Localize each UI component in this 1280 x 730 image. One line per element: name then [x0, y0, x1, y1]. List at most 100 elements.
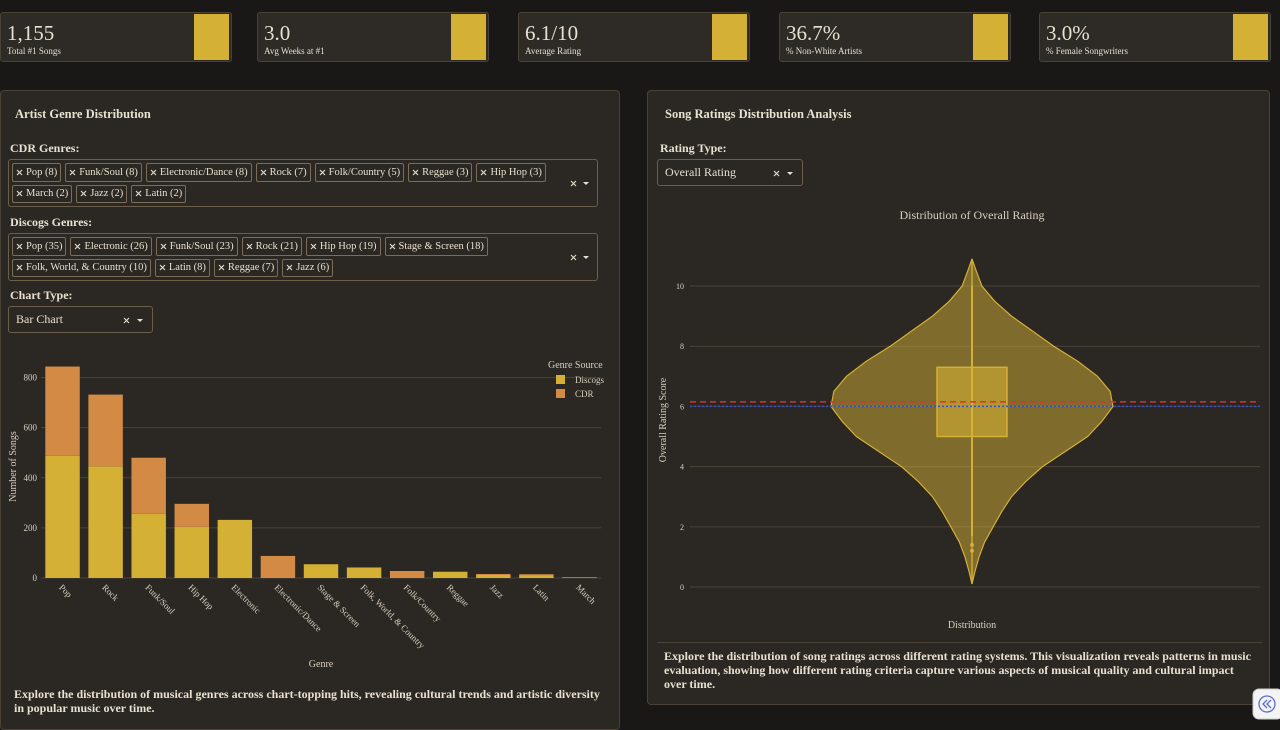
chart-title: Distribution of Overall Rating	[900, 208, 1045, 222]
description: Explore the distribution of song ratings…	[664, 649, 1251, 691]
caret-icon[interactable]	[136, 317, 144, 324]
clear-icon[interactable]	[260, 169, 267, 176]
legend-swatch	[556, 375, 565, 384]
tag: Stage & Screen (18)	[384, 237, 488, 256]
tag: Rock (21)	[241, 237, 302, 256]
clear-icon[interactable]	[570, 180, 577, 187]
clear-icon[interactable]	[135, 190, 142, 197]
legend-swatch	[556, 389, 565, 398]
divider	[657, 642, 1262, 643]
clear-icon[interactable]	[16, 169, 23, 176]
y-tick-label: 200	[24, 523, 38, 533]
violin-chart: Distribution of Overall Rating 0 2 4 6 8 10 Dis…	[658, 208, 1260, 631]
collapse-button[interactable]	[1252, 688, 1280, 720]
clear-icon[interactable]	[159, 264, 166, 271]
clear-icon[interactable]	[74, 243, 81, 250]
bar	[45, 455, 80, 578]
kpi-accent	[1233, 14, 1268, 60]
clear-icon[interactable]	[389, 243, 396, 250]
clear-icon[interactable]	[160, 243, 167, 250]
multi-select[interactable]: Pop (8) Funk/Soul (8) Electronic/Dance (8)…	[8, 159, 598, 207]
clear-icon[interactable]	[150, 169, 157, 176]
bar	[389, 570, 425, 578]
panel-title: Artist Genre Distribution	[15, 107, 151, 121]
bar	[45, 366, 80, 456]
legend-label: CDR	[575, 389, 594, 399]
tag: Folk/Country (5)	[314, 163, 405, 182]
x-tick-label: March	[574, 582, 598, 606]
legend-title: Genre Source	[548, 360, 603, 371]
field-label: Rating Type:	[660, 141, 727, 155]
tag-text: Pop (8)	[26, 166, 58, 178]
outlier	[970, 548, 974, 553]
x-tick-label: Stage & Screen	[316, 582, 363, 629]
y-tick-label: 4	[680, 463, 684, 472]
bar	[88, 466, 123, 578]
violin-half	[830, 258, 973, 585]
bar	[131, 457, 166, 514]
clear-icon[interactable]	[286, 264, 293, 271]
clear-icon[interactable]	[16, 190, 23, 197]
tag: Jazz (6)	[282, 258, 334, 277]
dropdown[interactable]: Overall Rating	[657, 159, 803, 186]
tag: Pop (8)	[12, 163, 62, 182]
bar	[88, 394, 123, 467]
kpi-label: Total #1 Songs	[7, 46, 61, 56]
caret-icon[interactable]	[582, 180, 590, 187]
caret-icon[interactable]	[786, 170, 794, 177]
multi-select[interactable]: Pop (35) Electronic (26) Funk/Soul (23) Roc…	[8, 233, 598, 281]
tag-text: Funk/Soul (8)	[79, 166, 138, 178]
violin-half	[971, 258, 1114, 585]
clear-icon[interactable]	[80, 190, 87, 197]
clear-icon[interactable]	[319, 169, 326, 176]
legend-label: Discogs	[575, 375, 604, 385]
x-axis-label: Distribution	[948, 620, 996, 631]
tag-text: Reggae (7)	[227, 262, 275, 274]
bar	[303, 564, 339, 578]
x-tick-label: Folk/Country	[402, 582, 444, 624]
clear-icon[interactable]	[69, 169, 76, 176]
bar	[519, 575, 554, 578]
tag-text: March (2)	[26, 188, 69, 200]
tag-text: Jazz (2)	[90, 188, 124, 200]
caret-icon[interactable]	[582, 254, 590, 261]
x-tick-label: Latin	[531, 582, 552, 603]
x-tick-label: Jazz	[488, 582, 506, 600]
clear-icon[interactable]	[218, 264, 225, 271]
clear-icon[interactable]	[310, 243, 317, 250]
bar	[433, 571, 468, 578]
dropdown[interactable]: Bar Chart	[8, 306, 153, 333]
clear-icon[interactable]	[480, 169, 487, 176]
tag: Hip Hop (19)	[305, 237, 381, 256]
clear-icon[interactable]	[16, 264, 23, 271]
kpi-card: 1,155 Total #1 Songs	[0, 12, 232, 62]
tag: Funk/Soul (8)	[65, 163, 142, 182]
kpi-value: 3.0%	[1046, 21, 1090, 45]
x-tick-label: Electronic/Dance	[273, 582, 324, 633]
kpi-card: 6.1/10 Average Rating	[518, 12, 750, 62]
tag-text: Reggae (3)	[422, 166, 469, 178]
tag: March (2)	[12, 184, 73, 203]
y-axis-label: Overall Rating Score	[658, 377, 669, 462]
x-tick-label: Funk/Soul	[143, 582, 177, 616]
clear-icon[interactable]	[123, 317, 130, 324]
tag: Electronic/Dance (8)	[145, 163, 252, 182]
bar	[217, 519, 253, 578]
x-tick-label: Reggae	[445, 582, 471, 608]
field-label: CDR Genres:	[10, 141, 80, 155]
tag: Pop (35)	[12, 237, 67, 256]
bar	[519, 574, 554, 576]
x-tick-label: Pop	[57, 582, 74, 599]
panel-title: Song Ratings Distribution Analysis	[665, 107, 852, 121]
description: Explore the distribution of musical genr…	[14, 687, 600, 715]
clear-icon[interactable]	[773, 170, 780, 177]
clear-icon[interactable]	[16, 243, 23, 250]
clear-icon[interactable]	[412, 169, 419, 176]
bar	[476, 574, 511, 578]
clear-icon[interactable]	[246, 243, 253, 250]
tag-text: Latin (8)	[168, 262, 206, 274]
tag-text: Latin (2)	[145, 188, 183, 200]
clear-icon[interactable]	[570, 254, 577, 261]
x-tick-label: Hip Hop	[186, 582, 216, 612]
